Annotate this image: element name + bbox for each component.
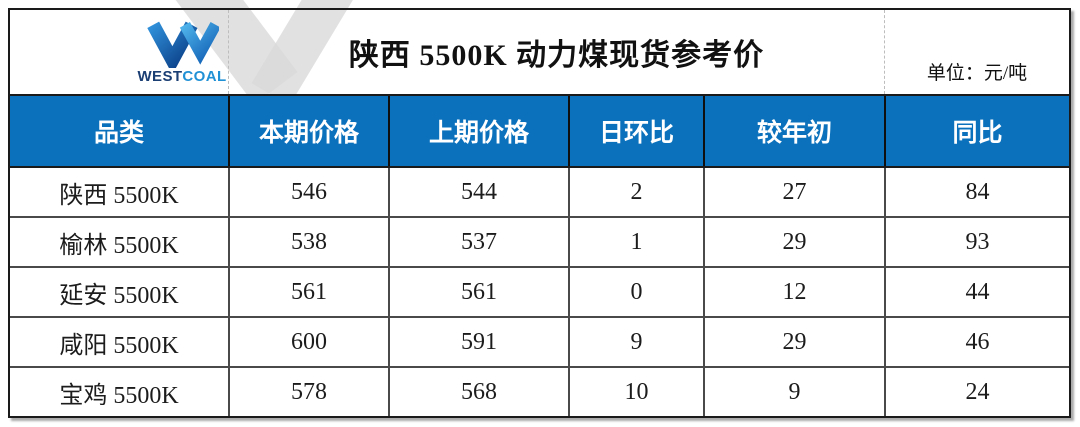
row-category: 咸阳 5500K <box>59 332 179 359</box>
table-row: 延安 5500K 561 561 0 12 44 <box>10 266 1069 316</box>
logo-word-coal: COAL <box>182 68 227 85</box>
yoy-change: 44 <box>884 268 1069 316</box>
title-cell: 陕西 5500K 动力煤现货参考价 <box>228 10 884 94</box>
daily-change: 10 <box>568 368 703 416</box>
logo-word-west: WEST <box>137 68 183 85</box>
page-title: 陕西 5500K 动力煤现货参考价 <box>348 39 765 72</box>
westcoal-w-icon <box>147 21 219 68</box>
col-header-previous-price: 上期价格 <box>388 96 568 166</box>
westcoal-logo: WESTCOAL <box>137 20 226 84</box>
current-price: 600 <box>228 318 388 366</box>
logo-cell: WESTCOAL <box>10 10 228 94</box>
ytd-change: 9 <box>703 368 884 416</box>
logo-wordmark: WESTCOAL <box>137 69 226 84</box>
current-price: 538 <box>228 218 388 266</box>
table-header-band: WESTCOAL 陕西 5500K 动力煤现货参考价 单位：元/吨 <box>10 10 1069 94</box>
unit-label: 单位：元/吨 <box>926 63 1028 84</box>
col-header-yoy-change: 同比 <box>884 96 1069 166</box>
daily-change: 2 <box>568 168 703 216</box>
current-price: 561 <box>228 268 388 316</box>
table-row: 陕西 5500K 546 544 2 27 84 <box>10 168 1069 216</box>
previous-price: 568 <box>388 368 568 416</box>
price-table: WESTCOAL 陕西 5500K 动力煤现货参考价 单位：元/吨 品类 本期价… <box>8 8 1071 418</box>
row-category: 陕西 5500K <box>59 182 179 209</box>
ytd-change: 27 <box>703 168 884 216</box>
daily-change: 9 <box>568 318 703 366</box>
current-price: 546 <box>228 168 388 216</box>
ytd-change: 29 <box>703 318 884 366</box>
col-header-category: 品类 <box>93 119 144 147</box>
table-row: 咸阳 5500K 600 591 9 29 46 <box>10 316 1069 366</box>
yoy-change: 24 <box>884 368 1069 416</box>
col-header-daily-change: 日环比 <box>568 96 703 166</box>
ytd-change: 29 <box>703 218 884 266</box>
current-price: 578 <box>228 368 388 416</box>
daily-change: 1 <box>568 218 703 266</box>
col-header-ytd-change: 较年初 <box>703 96 884 166</box>
yoy-change: 84 <box>884 168 1069 216</box>
row-category: 榆林 5500K <box>59 232 179 259</box>
unit-cell: 单位：元/吨 <box>884 10 1069 94</box>
daily-change: 0 <box>568 268 703 316</box>
row-category: 延安 5500K <box>59 282 179 309</box>
col-header-current-price: 本期价格 <box>228 96 388 166</box>
previous-price: 544 <box>388 168 568 216</box>
table-row: 宝鸡 5500K 578 568 10 9 24 <box>10 366 1069 416</box>
previous-price: 591 <box>388 318 568 366</box>
row-category: 宝鸡 5500K <box>59 382 179 409</box>
yoy-change: 46 <box>884 318 1069 366</box>
previous-price: 561 <box>388 268 568 316</box>
column-header-row: 品类 本期价格 上期价格 日环比 较年初 同比 <box>10 94 1069 168</box>
table-row: 榆林 5500K 538 537 1 29 93 <box>10 216 1069 266</box>
ytd-change: 12 <box>703 268 884 316</box>
previous-price: 537 <box>388 218 568 266</box>
yoy-change: 93 <box>884 218 1069 266</box>
